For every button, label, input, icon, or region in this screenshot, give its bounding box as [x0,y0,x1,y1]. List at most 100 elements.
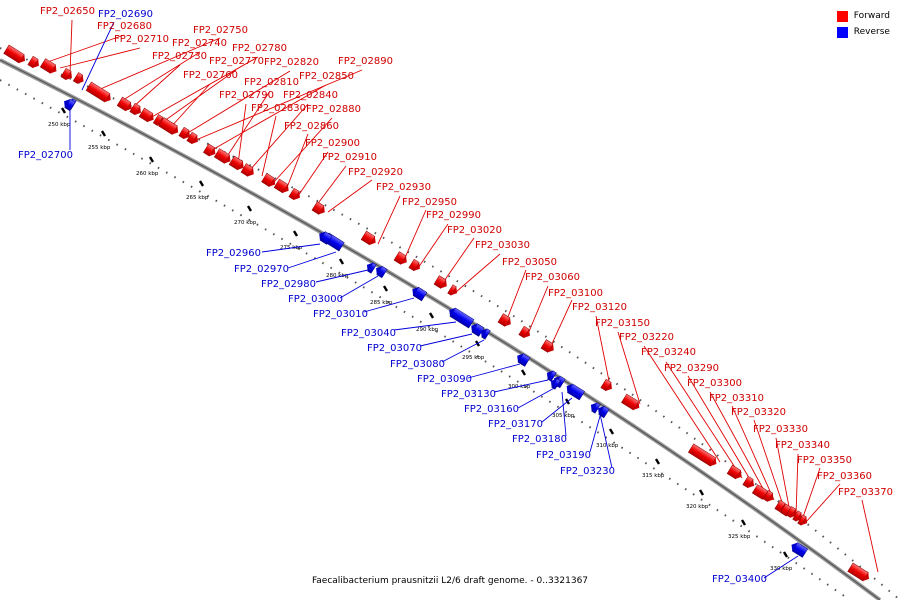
tick-mark [740,519,747,526]
reverse-gene-label: FP2_03160 [464,404,519,415]
reverse-gene-label: FP2_03170 [488,419,543,430]
forward-gene[interactable] [178,126,193,141]
forward-leader [687,375,755,487]
reverse-gene[interactable] [478,327,491,340]
forward-leader [285,133,309,191]
forward-gene[interactable] [138,107,156,124]
reverse-gene[interactable] [564,382,585,401]
forward-gene[interactable] [186,131,201,146]
forward-gene[interactable] [742,475,757,490]
forward-gene[interactable] [621,393,642,412]
reverse-gene-label: FP2_02980 [261,279,316,290]
tick-mark [654,458,661,465]
tick-mark [60,107,67,114]
forward-gene-label: FP2_02900 [305,138,360,149]
forward-gene[interactable] [792,510,805,524]
reverse-gene-label: FP2_03010 [313,309,368,320]
forward-gene[interactable] [762,490,776,503]
forward-gene[interactable] [213,148,233,166]
forward-gene[interactable] [540,339,556,355]
forward-gene[interactable] [518,325,533,340]
forward-gene[interactable] [393,251,409,267]
forward-leader [225,90,271,159]
reverse-gene[interactable] [469,322,485,337]
forward-leader [801,467,821,521]
forward-gene[interactable] [129,102,144,117]
reverse-gene[interactable] [544,369,557,382]
forward-gene[interactable] [847,562,872,583]
tick-label: 285 kbp [370,300,393,306]
forward-gene-label: FP2_02890 [338,56,393,67]
forward-leader [403,209,427,261]
forward-gene[interactable] [72,72,86,85]
tick-label: 315 kbp [642,473,665,479]
reverse-gene[interactable] [789,540,809,558]
tick-label: 255 kbp [88,145,111,151]
forward-gene[interactable] [447,284,460,298]
forward-gene[interactable] [116,96,134,113]
forward-gene[interactable] [497,313,513,329]
tick-mark [292,230,299,237]
forward-gene[interactable] [228,155,246,172]
forward-leader [505,269,527,323]
reverse-gene-label: FP2_03230 [560,466,615,477]
forward-gene[interactable] [3,44,28,65]
forward-gene[interactable] [360,230,378,247]
forward-gene[interactable] [273,178,291,195]
reverse-gene[interactable] [595,404,610,419]
forward-gene[interactable] [60,67,75,82]
forward-gene[interactable] [311,201,327,217]
reverse-leader [493,379,549,393]
forward-gene[interactable] [288,187,303,202]
forward-gene-label: FP2_02710 [114,34,169,45]
reverse-gene[interactable] [373,264,388,279]
forward-gene-label: FP2_02920 [348,167,403,178]
tick-mark [198,180,205,187]
forward-gene-label: FP2_03360 [817,471,872,482]
forward-leader [861,499,879,573]
reverse-gene[interactable] [548,377,561,390]
forward-gene[interactable] [240,163,256,179]
forward-leader [549,299,573,349]
forward-leader [753,419,785,509]
forward-gene[interactable] [158,117,181,137]
reverse-gene[interactable] [588,401,601,414]
forward-gene[interactable] [203,143,218,158]
reverse-track [0,79,851,600]
forward-leader [775,437,791,513]
forward-gene[interactable] [261,173,278,188]
tick-label: 325 kbp [728,534,751,540]
forward-leader [709,391,767,495]
forward-gene[interactable] [797,514,810,528]
reverse-gene[interactable] [61,97,76,112]
forward-gene[interactable] [433,275,449,291]
tick-label: 280 kbp [326,273,349,279]
forward-leader [417,223,449,269]
forward-leader [455,253,501,293]
reverse-gene[interactable] [515,352,531,367]
reverse-gene[interactable] [447,306,475,329]
forward-gene[interactable] [600,378,615,393]
reverse-leader [541,397,573,423]
reverse-leader [261,243,321,253]
tick-mark [382,285,389,292]
forward-gene[interactable] [27,55,42,70]
forward-gene[interactable] [39,58,59,76]
reverse-gene[interactable] [410,285,428,302]
forward-gene[interactable] [726,464,744,481]
forward-gene[interactable] [85,81,113,104]
forward-gene-label: FP2_02780 [232,43,287,54]
forward-gene-label: FP2_03340 [775,440,830,451]
reverse-leader [763,555,799,579]
tick-mark [100,130,107,137]
reverse-gene-label: FP2_03070 [367,343,422,354]
forward-gene-label: FP2_03290 [664,363,719,374]
reverse-gene[interactable] [364,261,377,274]
reverse-gene[interactable] [317,230,333,245]
forward-leader [41,34,125,65]
forward-gene[interactable] [408,258,423,273]
forward-gene-label: FP2_03240 [641,347,696,358]
forward-gene[interactable] [687,443,719,468]
forward-leader [185,70,291,135]
